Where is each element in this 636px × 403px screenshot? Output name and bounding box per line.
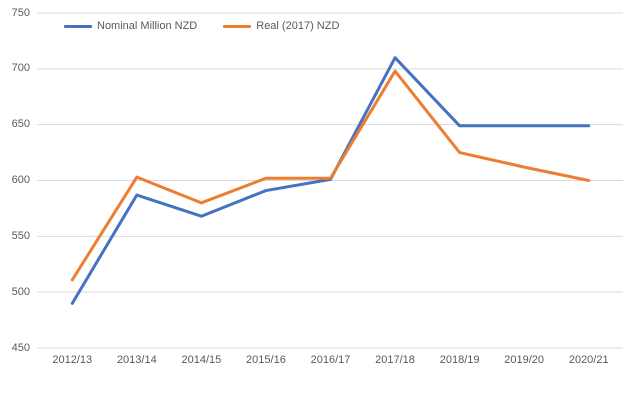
y-tick-label: 700 xyxy=(11,62,30,75)
x-tick-label: 2014/15 xyxy=(181,354,222,366)
legend-label-real: Real (2017) NZD xyxy=(256,20,340,32)
legend-label-nominal: Nominal Million NZD xyxy=(97,20,198,32)
x-tick-label: 2018/19 xyxy=(439,354,480,366)
x-tick-label: 2015/16 xyxy=(246,354,286,366)
y-axis-tick-labels: 450 500 550 600 650 700 750 xyxy=(0,0,30,403)
y-tick-label: 450 xyxy=(11,341,30,354)
y-tick-label: 650 xyxy=(11,118,30,131)
legend-swatch-nominal-icon xyxy=(64,24,92,28)
x-tick-label: 2013/14 xyxy=(116,354,157,366)
chart-legend: Nominal Million NZD Real (2017) NZD xyxy=(64,20,339,32)
x-axis-tick-labels: 2012/13 2013/14 2014/15 2015/16 2016/17 2017/… xyxy=(0,354,636,370)
legend-item-real: Real (2017) NZD xyxy=(223,20,339,32)
x-tick-label: 2016/17 xyxy=(310,354,351,366)
x-tick-label: 2019/20 xyxy=(504,354,545,366)
y-tick-label: 600 xyxy=(11,174,30,186)
legend-item-nominal: Nominal Million NZD xyxy=(64,20,197,32)
y-tick-label: 550 xyxy=(11,229,30,242)
y-tick-label: 750 xyxy=(11,6,30,19)
legend-swatch-real-icon xyxy=(223,24,252,28)
y-tick-label: 500 xyxy=(11,285,30,298)
x-tick-label: 2017/18 xyxy=(375,354,415,366)
x-tick-label: 2020/21 xyxy=(568,354,609,366)
series-line-real xyxy=(70,69,591,282)
x-tick-label: 2012/13 xyxy=(52,354,93,366)
